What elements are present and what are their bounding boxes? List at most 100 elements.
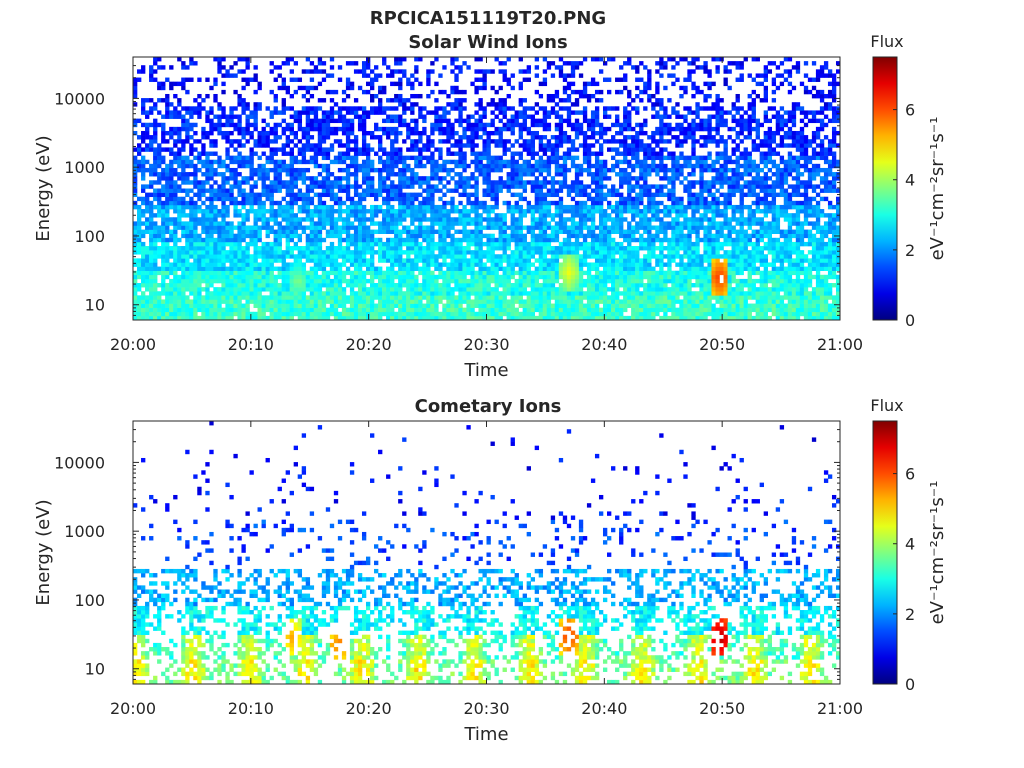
heatmap-cell (173, 93, 178, 99)
heatmap-cell (390, 98, 395, 103)
heatmap-cell (273, 303, 278, 308)
heatmap-cell (313, 184, 319, 189)
heatmap-cell (382, 147, 387, 152)
heatmap-cell (253, 200, 258, 206)
heatmap-cell (434, 283, 439, 288)
heatmap-cell (550, 110, 556, 115)
heatmap-cell (390, 278, 395, 284)
heatmap-cell (201, 143, 206, 148)
heatmap-cell (213, 221, 218, 226)
heatmap-cell (177, 196, 182, 202)
heatmap-cell (398, 180, 403, 185)
heatmap-cell (566, 278, 572, 284)
heatmap-cell (289, 217, 294, 222)
heatmap-cell (213, 213, 218, 218)
heatmap-cell (317, 287, 323, 292)
heatmap-cell (213, 188, 218, 193)
heatmap-cell (410, 143, 415, 148)
heatmap-cell (370, 287, 375, 292)
heatmap-cell (197, 262, 202, 267)
heatmap-cell (169, 295, 174, 300)
heatmap-cell (165, 147, 170, 152)
heatmap-cell (454, 266, 459, 271)
heatmap-cell (205, 303, 210, 308)
heatmap-cell (317, 135, 323, 140)
heatmap-cell (233, 254, 238, 259)
heatmap-cell (398, 262, 403, 267)
heatmap-cell (185, 106, 190, 111)
heatmap-cell (181, 278, 186, 284)
heatmap-cell (454, 143, 459, 148)
heatmap-cell (269, 167, 274, 173)
heatmap-cell (394, 184, 399, 189)
heatmap-cell (566, 147, 572, 152)
heatmap-cell (542, 147, 548, 152)
heatmap-cell (378, 204, 383, 210)
heatmap-cell (193, 200, 198, 206)
heatmap-cell (277, 295, 282, 300)
heatmap-cell (177, 291, 182, 296)
heatmap-cell (426, 77, 431, 82)
heatmap-cell (486, 237, 491, 243)
heatmap-cell (534, 151, 540, 156)
heatmap-cell (249, 188, 254, 193)
heatmap-cell (534, 237, 540, 243)
heatmap-cell (209, 143, 214, 148)
heatmap-cell (141, 139, 146, 144)
heatmap-cell (149, 303, 154, 308)
heatmap-cell (558, 139, 564, 144)
heatmap-cell (145, 270, 150, 276)
heatmap-cell (349, 163, 355, 169)
heatmap-cell (394, 98, 399, 103)
heatmap-cell (446, 151, 451, 156)
heatmap-cell (261, 254, 266, 259)
heatmap-cell (157, 295, 162, 300)
heatmap-cell (382, 311, 387, 317)
heatmap-cell (361, 192, 367, 198)
heatmap-cell (281, 98, 286, 103)
heatmap-cell (486, 163, 491, 169)
heatmap-cell (361, 315, 367, 321)
heatmap-cell (169, 200, 174, 206)
heatmap-cell (566, 204, 572, 210)
heatmap-cell (281, 167, 286, 173)
heatmap-cell (149, 167, 154, 173)
heatmap-cell (574, 126, 580, 132)
heatmap-cell (570, 61, 576, 66)
heatmap-cell (430, 69, 435, 74)
heatmap-cell (173, 274, 178, 280)
heatmap-cell (474, 110, 479, 115)
heatmap-cell (333, 200, 339, 206)
heatmap-cell (201, 307, 206, 313)
heatmap-cell (297, 151, 303, 156)
heatmap-cell (474, 262, 479, 267)
heatmap-cell (574, 307, 580, 313)
heatmap-cell (418, 192, 423, 198)
heatmap-cell (502, 106, 507, 111)
heatmap-cell (237, 213, 242, 218)
heatmap-cell (382, 270, 387, 276)
heatmap-cell (506, 262, 511, 267)
heatmap-cell (185, 176, 190, 181)
heatmap-cell (506, 200, 511, 206)
heatmap-cell (173, 246, 178, 251)
heatmap-cell (470, 143, 475, 148)
heatmap-cell (386, 283, 391, 288)
heatmap-cell (482, 69, 487, 74)
heatmap-cell (414, 291, 419, 296)
heatmap-cell (418, 176, 423, 181)
heatmap-cell (157, 225, 162, 230)
heatmap-cell (349, 213, 355, 218)
heatmap-cell (418, 295, 423, 300)
heatmap-cell (225, 176, 230, 181)
heatmap-cell (281, 147, 286, 152)
heatmap-cell (386, 225, 391, 230)
heatmap-cell (325, 73, 331, 78)
heatmap-cell (554, 204, 560, 210)
heatmap-cell (398, 266, 403, 271)
heatmap-cell (474, 295, 479, 300)
heatmap-cell (574, 176, 580, 181)
heatmap-cell (297, 176, 303, 181)
heatmap-cell (297, 122, 303, 128)
heatmap-cell (301, 209, 307, 214)
